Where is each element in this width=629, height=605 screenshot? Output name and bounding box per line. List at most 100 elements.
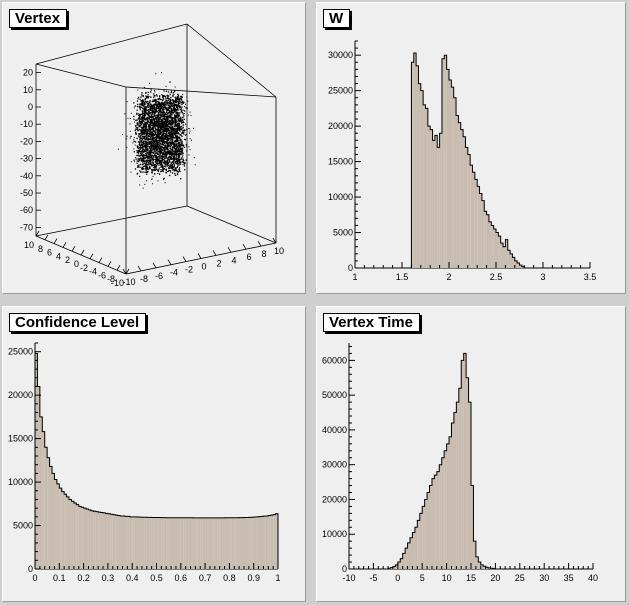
histogram-bar xyxy=(472,172,475,268)
x-tick-label: -4 xyxy=(170,268,178,278)
histogram-bar xyxy=(432,140,435,268)
x-tick-label: 0.3 xyxy=(102,573,115,583)
histogram-bar xyxy=(507,250,511,268)
vertex-title: Vertex xyxy=(9,9,68,28)
x-tick-label: 0.1 xyxy=(53,573,66,583)
histogram-bar xyxy=(498,236,501,268)
histogram-bar xyxy=(439,464,442,569)
vertex-time-plot: -10 -5 0 5 10 15 20 25 30 35 40 0 10000 20000 30000 400… xyxy=(322,343,598,583)
y-tick-label: 30000 xyxy=(322,460,347,470)
histogram-bar xyxy=(411,62,414,268)
x-tick-label: 10 xyxy=(274,246,284,256)
histogram-bar xyxy=(437,147,440,268)
z-tick-label: 10 xyxy=(23,85,33,95)
histogram-bar xyxy=(449,436,452,569)
histogram-bar xyxy=(81,507,84,569)
y-tick-label: -10 xyxy=(111,278,124,288)
histogram-bar xyxy=(265,515,269,569)
histogram-bar xyxy=(392,566,396,569)
histogram-bar xyxy=(78,506,82,569)
histogram-bar xyxy=(514,260,518,268)
histogram-bar xyxy=(144,517,147,569)
histogram-bar xyxy=(202,517,206,569)
histogram-bar xyxy=(444,450,447,569)
histogram-bar xyxy=(275,513,278,569)
histogram-bar xyxy=(185,517,189,569)
z-tick-label: -30 xyxy=(20,154,33,164)
confidence-title: Confidence Level xyxy=(9,313,147,332)
histogram-bar xyxy=(42,431,45,569)
x-tick-label: 25 xyxy=(515,573,525,583)
histogram-bar xyxy=(243,517,247,569)
x-tick-label: -10 xyxy=(122,277,135,287)
histogram-bar xyxy=(425,108,428,268)
y-tick-label: 25000 xyxy=(8,347,33,357)
histogram-bar xyxy=(441,457,445,569)
y-tick-label: 20000 xyxy=(322,494,347,504)
histogram-bar xyxy=(423,104,426,268)
histogram-bar xyxy=(405,548,408,569)
histogram-bar xyxy=(395,564,398,569)
histogram-bar xyxy=(473,541,476,569)
histogram-bar xyxy=(449,80,452,268)
z-tick-label: -70 xyxy=(20,222,33,232)
y-tick xyxy=(71,245,76,252)
histogram-bar xyxy=(263,516,266,569)
histogram-bar xyxy=(456,115,459,268)
y-tick-label: 0 xyxy=(28,564,33,574)
x-tick-label: 0.4 xyxy=(126,573,139,583)
histogram-bar xyxy=(397,562,401,569)
histogram-bar xyxy=(446,69,449,268)
histogram-bar xyxy=(491,225,494,268)
x-tick-label: 8 xyxy=(261,249,266,259)
x-tick-label: 6 xyxy=(246,252,251,262)
histogram-bar xyxy=(439,133,442,268)
y-tick-label: 10000 xyxy=(8,477,33,487)
histogram-bar xyxy=(44,447,48,569)
histogram-bar xyxy=(417,520,420,569)
vertex-time-title: Vertex Time xyxy=(323,313,420,332)
y-tick xyxy=(53,238,58,244)
histogram-bar xyxy=(52,473,55,569)
histogram-bar xyxy=(424,499,428,569)
histogram-bar xyxy=(122,515,125,569)
histogram-bar xyxy=(485,567,489,569)
w-pad: W 1 1.5 2 2.5 3 3.5 0 5000 10000 15000 20000 25000 3… xyxy=(316,2,626,294)
y-tick-label: 10 xyxy=(24,240,34,250)
histogram-bar xyxy=(463,136,466,268)
x-tick-label: 0.8 xyxy=(223,573,236,583)
x-tick-label: 2.5 xyxy=(490,272,503,282)
y-tick-label: 10000 xyxy=(322,529,347,539)
histogram-bar xyxy=(517,263,520,268)
y-tick-label: 15000 xyxy=(328,157,353,167)
histogram-bar xyxy=(453,97,457,268)
histogram-bar xyxy=(427,492,430,569)
histogram-bar xyxy=(139,517,142,569)
histogram-bar xyxy=(458,388,462,569)
histogram-bar xyxy=(173,517,176,569)
histogram-bar xyxy=(168,517,172,569)
histogram-bar xyxy=(270,515,274,569)
box-edge xyxy=(35,23,188,65)
histogram-bar xyxy=(56,483,60,569)
histogram-bar xyxy=(137,517,140,569)
x-tick-label: -2 xyxy=(185,265,193,275)
box-edge xyxy=(35,205,188,237)
histogram-bar xyxy=(503,246,506,268)
histogram-bar xyxy=(477,186,480,268)
x-tick-label: -6 xyxy=(155,271,163,281)
histogram-bar xyxy=(410,537,413,569)
histogram-bar xyxy=(239,517,242,569)
histogram-outline xyxy=(34,352,279,569)
histogram-bar xyxy=(154,517,157,569)
x-tick-label: -10 xyxy=(342,573,355,583)
y-tick-label: -2 xyxy=(80,263,88,273)
histogram-bar xyxy=(110,514,113,569)
histogram-bar xyxy=(402,553,406,569)
histogram-bar xyxy=(427,126,431,268)
histogram-outline xyxy=(410,52,525,268)
histogram-bar xyxy=(461,360,464,569)
histogram-bar xyxy=(224,517,227,569)
histogram-bar xyxy=(451,422,454,569)
